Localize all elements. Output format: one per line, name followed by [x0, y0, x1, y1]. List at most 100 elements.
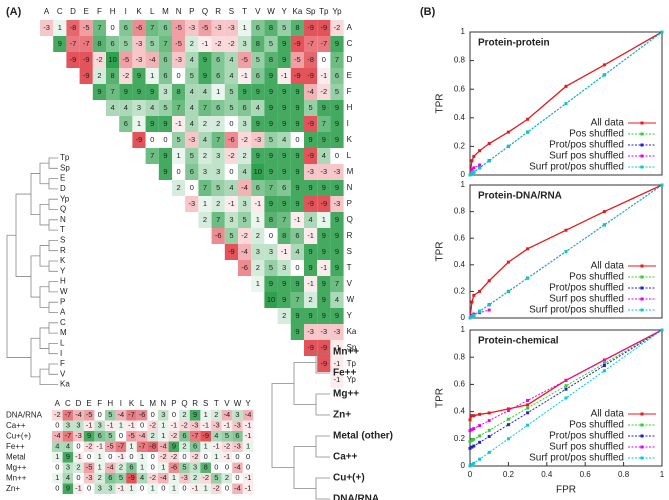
- cell-value: 9: [295, 183, 299, 192]
- cell-value: 9: [150, 119, 154, 128]
- cell-value: -6: [171, 463, 178, 472]
- heatmap-cell: [224, 52, 238, 68]
- heatmap-cell: [52, 441, 63, 452]
- leaf-label: S: [60, 236, 65, 245]
- legend-label: Pos shuffled: [569, 129, 624, 140]
- heatmap-cell: [94, 420, 105, 431]
- heatmap-cell: [304, 340, 318, 356]
- y-tick-label: 0.4: [454, 113, 466, 122]
- heatmap-cell: [83, 473, 95, 484]
- cell-value: 6: [124, 23, 128, 32]
- heatmap-cell: [198, 52, 212, 68]
- row-label: Mn++: [6, 473, 27, 482]
- row-label: Metal: [6, 452, 26, 461]
- heatmap-cell: [304, 52, 318, 68]
- row-label: Cu+(+): [6, 431, 31, 440]
- heatmap-cell: [264, 148, 278, 164]
- heatmap-cell: [221, 431, 233, 442]
- heatmap-cell: [330, 148, 344, 164]
- heatmap-cell: [132, 84, 146, 100]
- heatmap-cell: [277, 228, 291, 244]
- series-point: [660, 30, 664, 34]
- cell-value: 0: [235, 452, 239, 461]
- heatmap-cell: [277, 36, 291, 52]
- cell-value: -1: [334, 375, 341, 384]
- heatmap-cell: [168, 431, 180, 442]
- heatmap-cell: [304, 36, 318, 52]
- heatmap-cell: [251, 164, 265, 180]
- series-point: [472, 414, 476, 418]
- x-axis-label: FPR: [556, 485, 576, 496]
- cell-value: 7: [111, 87, 115, 96]
- series-point: [478, 166, 482, 170]
- cell-value: 1: [98, 463, 102, 472]
- row-label: N: [347, 183, 353, 192]
- cell-value: 2: [177, 183, 181, 192]
- cell-value: 6: [193, 442, 197, 451]
- dendrogram-branch: [39, 245, 49, 267]
- heatmap-cell: [119, 116, 133, 132]
- cell-value: 1: [203, 199, 207, 208]
- cell-value: 9: [309, 135, 313, 144]
- cell-value: -1: [175, 119, 182, 128]
- cell-value: -3: [188, 199, 195, 208]
- cell-value: 9: [309, 183, 313, 192]
- cell-value: 3: [235, 410, 239, 419]
- cell-value: 5: [309, 103, 313, 112]
- cell-value: 9: [322, 279, 326, 288]
- heatmap-cell: [251, 68, 265, 84]
- cell-value: 1: [119, 421, 123, 430]
- heatmap-cell: [94, 473, 105, 484]
- heatmap-cell: [79, 20, 93, 36]
- heatmap-cell: [79, 52, 93, 68]
- heatmap-cell: [136, 441, 148, 452]
- cell-value: 5: [150, 39, 154, 48]
- cell-value: 0: [119, 431, 123, 440]
- heatmap-cell: [211, 180, 225, 196]
- cell-value: 2: [203, 151, 207, 160]
- heatmap-cell: [304, 260, 318, 276]
- cell-value: 9: [282, 167, 286, 176]
- series-point: [564, 102, 568, 105]
- cell-value: 3: [161, 410, 165, 419]
- cell-value: -5: [241, 55, 248, 64]
- cell-value: -1: [118, 452, 125, 461]
- heatmap-cell: [147, 441, 158, 452]
- legend-label: Surf prot/pos shuffled: [529, 453, 624, 464]
- row-label: DNA/RNA: [6, 410, 43, 419]
- cell-value: 2: [151, 431, 155, 440]
- cell-value: -2: [241, 231, 248, 240]
- y-tick-label: 0.4: [454, 260, 466, 269]
- heatmap-cell: [251, 100, 265, 116]
- cell-value: -7: [307, 39, 314, 48]
- tree-label: Ca++: [333, 452, 358, 463]
- heatmap-cell: [105, 441, 116, 452]
- series-point: [470, 428, 474, 432]
- cell-value: -9: [307, 151, 314, 160]
- heatmap-cell: [330, 308, 344, 324]
- tree-label: Cu+(+): [333, 473, 365, 484]
- cell-value: 9: [335, 231, 339, 240]
- heatmap-cell: [211, 84, 225, 100]
- cell-value: 1: [204, 442, 208, 451]
- heatmap-cell: [211, 148, 225, 164]
- cell-value: 6: [163, 23, 167, 32]
- heatmap-cell: [83, 462, 95, 473]
- heatmap-cell: [158, 441, 169, 452]
- series-point: [526, 247, 530, 251]
- heatmap-cell: [136, 431, 148, 442]
- row-label: A: [347, 23, 353, 32]
- heatmap-cell: [211, 228, 225, 244]
- column-label: Sp: [306, 7, 316, 16]
- cell-value: -3: [188, 135, 195, 144]
- cell-value: 4: [111, 103, 115, 112]
- cell-value: 9: [269, 199, 273, 208]
- series-point: [506, 417, 510, 421]
- cell-value: 7: [163, 39, 167, 48]
- cell-value: 1: [177, 151, 181, 160]
- cell-value: 6: [163, 71, 167, 80]
- heatmap-cell: [52, 462, 63, 473]
- leaf-label: F: [60, 359, 65, 368]
- cell-value: -1: [320, 71, 327, 80]
- cell-value: -2: [149, 473, 156, 482]
